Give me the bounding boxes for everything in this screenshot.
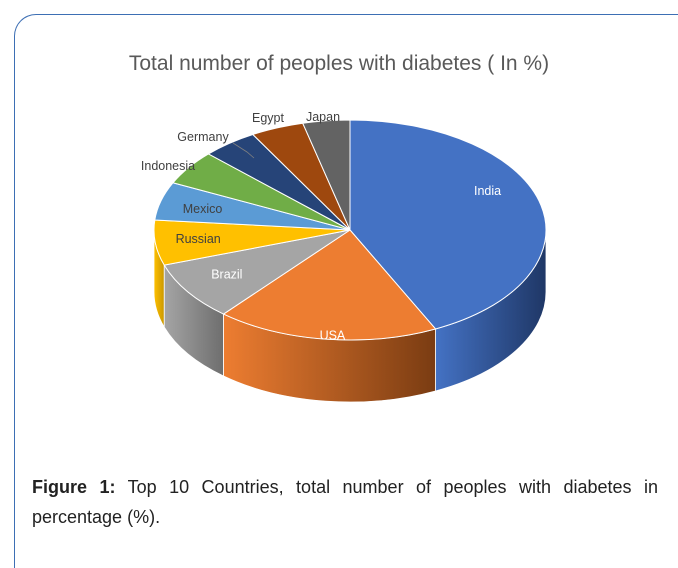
label-india: India xyxy=(474,184,501,198)
label-egypt: Egypt xyxy=(252,111,284,125)
label-mexico: Mexico xyxy=(183,202,223,216)
chart-title: Total number of peoples with diabetes ( … xyxy=(128,52,550,75)
leader-line-germany xyxy=(232,142,255,159)
pie-slice-india xyxy=(349,119,547,330)
pie-slice-japan xyxy=(302,119,351,231)
label-indonesia: Indonesia xyxy=(141,159,195,173)
figure-frame xyxy=(14,14,678,568)
pie-slice-usa xyxy=(222,229,437,341)
label-germany: Germany xyxy=(177,130,229,144)
label-brazil: Brazil xyxy=(211,268,242,282)
pie-slice-brazil xyxy=(163,229,351,315)
pie-chart: India USA Brazil Russian Mexico Indonesia Germ… xyxy=(141,110,547,403)
caption-label: Figure 1: xyxy=(32,477,116,497)
figure-caption: Figure 1: Top 10 Countries, total number… xyxy=(32,472,658,532)
label-usa: USA xyxy=(320,329,346,343)
label-japan: Japan xyxy=(306,110,340,124)
caption-text: Top 10 Countries, total number of people… xyxy=(32,477,658,527)
label-russian: Russian xyxy=(176,232,221,246)
